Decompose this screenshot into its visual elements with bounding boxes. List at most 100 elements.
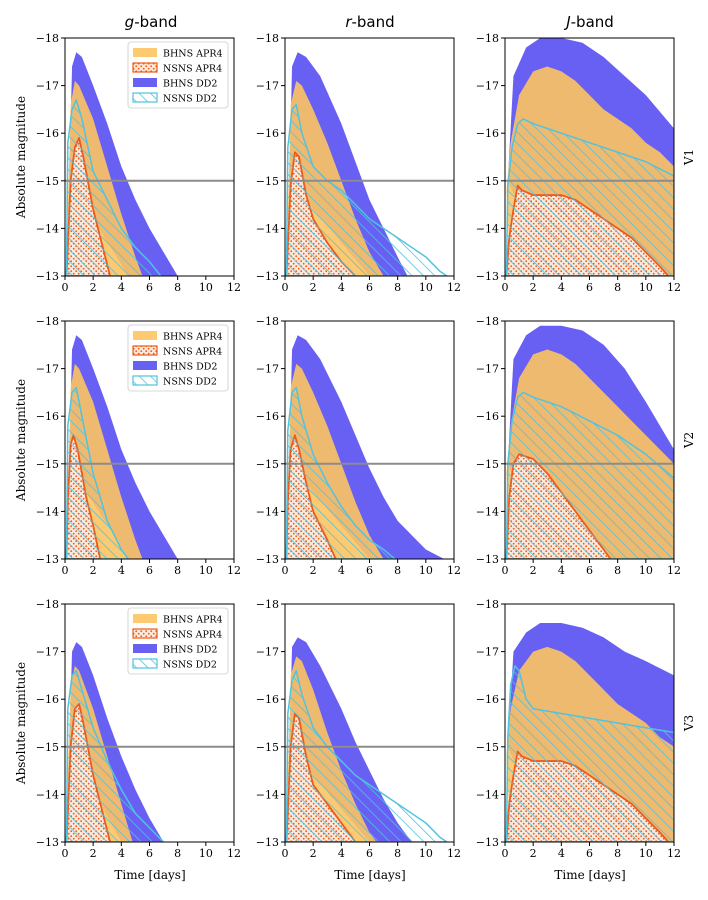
legend-swatch-nsns-dd2 bbox=[132, 375, 158, 386]
x-tick-label: 10 bbox=[199, 564, 213, 577]
x-tick-label: 6 bbox=[146, 564, 153, 577]
x-tick-label: 6 bbox=[586, 281, 593, 294]
panel-v2-j-band: 0 2 4 6 8 10 12 −18 −17 −16 −15 −14 −13 bbox=[476, 315, 681, 577]
column-title-g: g-band bbox=[125, 13, 178, 31]
legend-label-nsns-dd2: NSNS DD2 bbox=[163, 94, 217, 105]
y-tick-label: −17 bbox=[256, 646, 279, 659]
y-tick-label: −17 bbox=[476, 363, 499, 376]
x-tick-label: 0 bbox=[282, 281, 289, 294]
y-tick-label: −13 bbox=[476, 270, 499, 283]
x-tick-label: 2 bbox=[90, 564, 97, 577]
y-tick-label: −16 bbox=[36, 693, 59, 706]
x-axis-label-g: Time [days] bbox=[114, 868, 185, 882]
series-nsns-dd2 bbox=[285, 669, 448, 842]
x-tick-label: 8 bbox=[174, 281, 181, 294]
y-tick-label: −15 bbox=[476, 741, 499, 754]
panel-v3-g-band: 0 2 4 6 8 10 12 −18 −17 −16 −15 −14 −13 BHNS APR4 NSNS… bbox=[36, 598, 241, 860]
x-axis-label-j: Time [days] bbox=[554, 868, 625, 882]
y-tick-label: −18 bbox=[476, 598, 499, 611]
series-nsns-dd2 bbox=[505, 391, 674, 559]
plot-area bbox=[285, 637, 454, 842]
x-tick-label: 6 bbox=[586, 564, 593, 577]
x-axis-label-r: Time [days] bbox=[334, 868, 405, 882]
x-tick-label: 12 bbox=[667, 564, 681, 577]
x-tick-label: 0 bbox=[62, 847, 69, 860]
x-tick-label: 10 bbox=[199, 281, 213, 294]
x-tick-label: 6 bbox=[146, 847, 153, 860]
x-tick-label: 12 bbox=[447, 847, 461, 860]
y-axis-label-row3: Absolute magnitude bbox=[14, 662, 28, 785]
series-nsns-dd2 bbox=[505, 118, 674, 276]
panel-v1-j-band: 0 2 4 6 8 10 12 −18 −17 −16 −15 −14 −13 bbox=[476, 32, 681, 294]
x-tick-label: 10 bbox=[639, 281, 653, 294]
y-tick-label: −13 bbox=[36, 553, 59, 566]
x-tick-label: 8 bbox=[614, 281, 621, 294]
legend-swatch-bhns-dd2 bbox=[133, 78, 157, 87]
x-tick-label: 12 bbox=[447, 564, 461, 577]
y-tick-label: −14 bbox=[256, 505, 279, 518]
series-nsns-dd2 bbox=[65, 386, 130, 559]
y-tick-label: −15 bbox=[36, 175, 59, 188]
plot-area bbox=[285, 52, 454, 276]
x-tick-label: 8 bbox=[614, 564, 621, 577]
x-tick-label: 4 bbox=[338, 847, 345, 860]
x-tick-label: 0 bbox=[282, 847, 289, 860]
legend-label-nsns-apr4: NSNS APR4 bbox=[163, 347, 222, 358]
x-tick-label: 8 bbox=[394, 564, 401, 577]
legend-box bbox=[127, 607, 229, 675]
y-tick-label: −13 bbox=[36, 836, 59, 849]
legend: BHNS APR4 NSNS APR4 BHNS DD2 NSNS DD2 bbox=[127, 41, 229, 109]
y-tick-label: −17 bbox=[476, 646, 499, 659]
panel-v1-g-band: 0 2 4 6 8 10 12 −18 −17 −16 −15 −14 −13 BHNS APR4 NSNS… bbox=[36, 32, 241, 294]
legend-label-bhns-apr4: BHNS APR4 bbox=[163, 332, 223, 343]
x-tick-label: 4 bbox=[558, 564, 565, 577]
legend-swatch-bhns-apr4 bbox=[133, 48, 157, 57]
legend: BHNS APR4 NSNS APR4 BHNS DD2 NSNS DD2 bbox=[127, 607, 229, 675]
legend-swatch-bhns-apr4 bbox=[133, 331, 157, 340]
x-tick-label: 4 bbox=[558, 847, 565, 860]
legend-label-nsns-apr4: NSNS APR4 bbox=[163, 630, 222, 641]
y-tick-label: −14 bbox=[36, 788, 59, 801]
x-tick-label: 12 bbox=[667, 847, 681, 860]
y-tick-label: −13 bbox=[476, 553, 499, 566]
x-tick-label: 8 bbox=[394, 847, 401, 860]
y-tick-label: −15 bbox=[256, 175, 279, 188]
y-tick-label: −14 bbox=[256, 788, 279, 801]
panel-v3-r-band: 0 2 4 6 8 10 12 −18 −17 −16 −15 −14 −13 bbox=[256, 598, 461, 860]
y-tick-label: −17 bbox=[256, 363, 279, 376]
y-tick-label: −18 bbox=[256, 32, 279, 45]
legend-label-nsns-dd2: NSNS DD2 bbox=[163, 660, 217, 671]
y-tick-label: −15 bbox=[256, 741, 279, 754]
panel-v3-j-band: 0 2 4 6 8 10 12 −18 −17 −16 −15 −14 −13 bbox=[476, 598, 681, 860]
x-tick-label: 8 bbox=[174, 847, 181, 860]
series-bhns-dd2 bbox=[69, 642, 164, 842]
y-tick-label: −18 bbox=[36, 598, 59, 611]
x-tick-label: 4 bbox=[118, 847, 125, 860]
plot-area bbox=[65, 335, 234, 559]
x-tick-label: 2 bbox=[530, 564, 537, 577]
plot-area bbox=[505, 38, 674, 276]
column-title-r: r-band bbox=[345, 13, 394, 31]
legend-swatch-nsns-apr4 bbox=[132, 62, 158, 73]
legend-swatch-nsns-dd2 bbox=[132, 92, 158, 103]
y-tick-label: −17 bbox=[36, 80, 59, 93]
x-tick-label: 4 bbox=[338, 564, 345, 577]
y-axis-label-row1: Absolute magnitude bbox=[14, 96, 28, 219]
y-tick-label: −16 bbox=[36, 127, 59, 140]
y-tick-label: −14 bbox=[476, 788, 499, 801]
x-tick-label: 12 bbox=[227, 281, 241, 294]
y-tick-label: −15 bbox=[476, 175, 499, 188]
legend-label-bhns-dd2: BHNS DD2 bbox=[163, 79, 217, 90]
panel-v2-r-band: 0 2 4 6 8 10 12 −18 −17 −16 −15 −14 −13 bbox=[256, 315, 461, 577]
legend-swatch-nsns-apr4 bbox=[132, 628, 158, 639]
legend-box bbox=[127, 324, 229, 392]
x-tick-label: 0 bbox=[62, 564, 69, 577]
y-tick-label: −16 bbox=[256, 127, 279, 140]
y-tick-label: −18 bbox=[476, 32, 499, 45]
x-tick-label: 12 bbox=[227, 564, 241, 577]
x-tick-label: 4 bbox=[558, 281, 565, 294]
x-tick-label: 10 bbox=[639, 847, 653, 860]
y-tick-label: −14 bbox=[476, 505, 499, 518]
y-tick-label: −15 bbox=[476, 458, 499, 471]
